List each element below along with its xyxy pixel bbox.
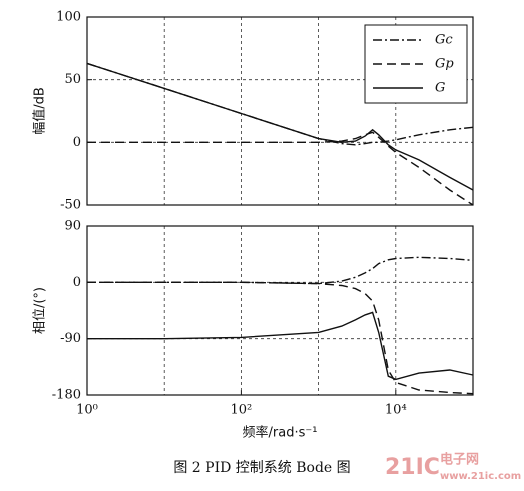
series-line — [87, 256, 474, 285]
y-tick-label: -50 — [60, 198, 81, 213]
y-axis-label: 幅值/dB — [32, 87, 48, 135]
x-axis-label: 频率/rad·s⁻¹ — [243, 425, 318, 441]
x-tick-label: 10⁴ — [385, 403, 407, 418]
plot-frame — [86, 225, 474, 396]
watermark-url: www.21ic.com — [440, 471, 521, 482]
watermark-logo: 21IC — [385, 455, 440, 480]
legend-label: Gp — [435, 57, 454, 72]
legend-label: Gc — [435, 33, 453, 48]
caption: 图 2 PID 控制系统 Bode 图 — [173, 460, 350, 476]
series-line — [87, 131, 474, 206]
plot-frame — [86, 16, 474, 206]
series-line — [86, 62, 474, 191]
y-tick-label: -180 — [52, 388, 81, 403]
y-tick-label: 90 — [64, 219, 81, 234]
watermark-name: 电子网 — [440, 452, 479, 468]
series-line — [87, 311, 474, 381]
y-tick-label: -90 — [60, 331, 81, 346]
y-tick-label: 0 — [73, 275, 81, 290]
legend-label: G — [435, 81, 445, 96]
series-line — [87, 281, 474, 395]
y-tick-label: 100 — [56, 10, 81, 25]
y-axis-label: 相位/(°) — [33, 287, 48, 334]
x-tick-label: 10² — [231, 403, 253, 418]
y-tick-label: 0 — [73, 135, 81, 150]
x-tick-label: 10⁰ — [76, 403, 98, 418]
y-tick-label: 50 — [64, 72, 81, 87]
